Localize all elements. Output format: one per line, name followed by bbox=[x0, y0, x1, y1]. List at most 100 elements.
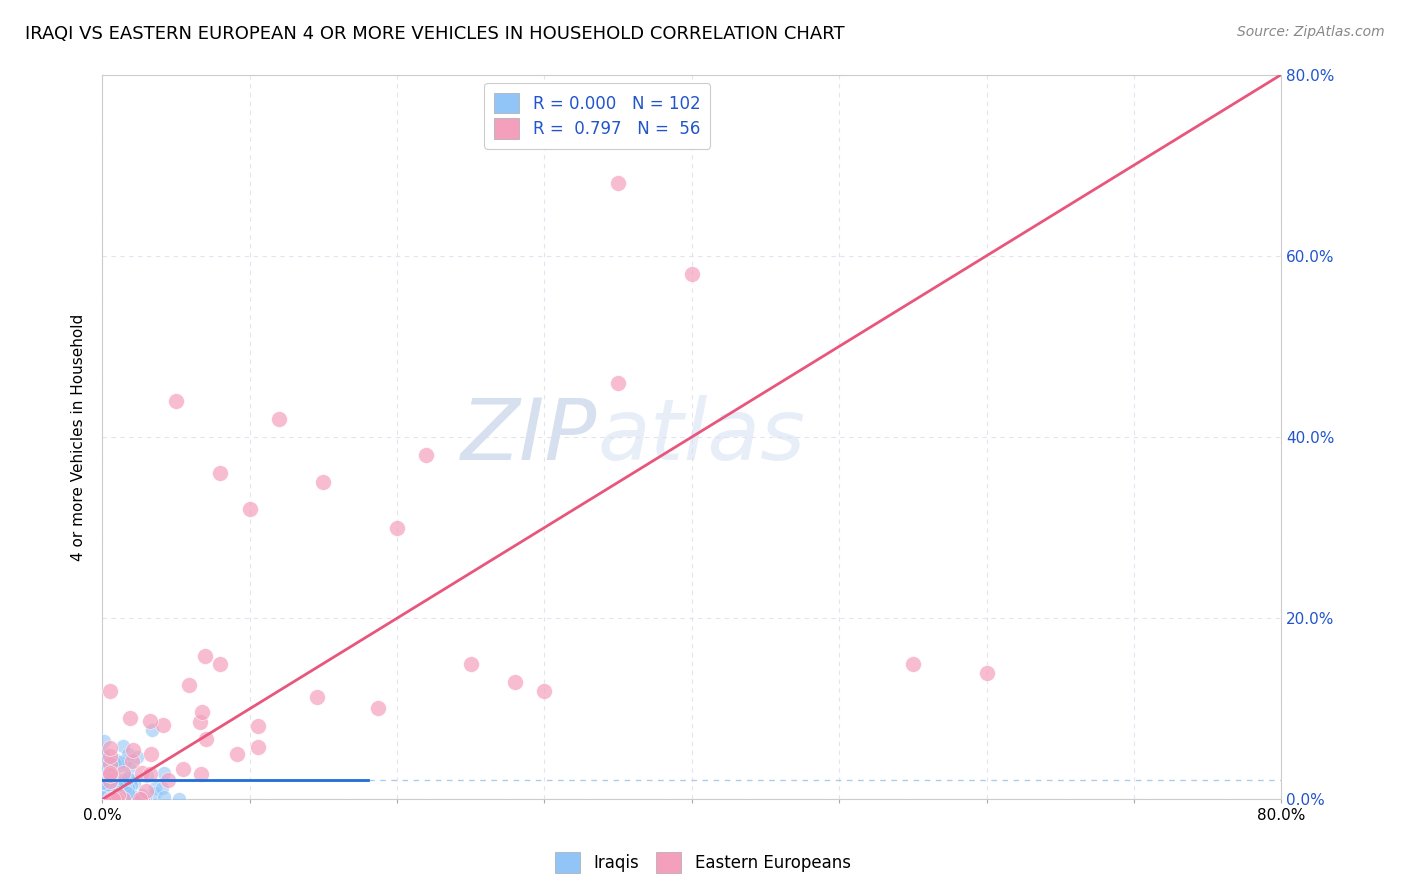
Point bbox=[101, 768, 124, 782]
Point bbox=[105, 754, 128, 768]
Point bbox=[105, 792, 128, 806]
Point bbox=[153, 765, 176, 780]
Point bbox=[117, 781, 139, 796]
Point bbox=[104, 780, 127, 794]
Point bbox=[108, 758, 131, 772]
Point bbox=[91, 775, 114, 789]
Point bbox=[97, 786, 120, 800]
Point bbox=[131, 766, 153, 780]
Point bbox=[134, 792, 156, 806]
Point bbox=[209, 657, 232, 671]
Point bbox=[104, 787, 127, 801]
Point bbox=[194, 649, 217, 664]
Point bbox=[190, 767, 212, 781]
Point bbox=[98, 776, 121, 790]
Point bbox=[460, 657, 482, 671]
Text: ZIP: ZIP bbox=[461, 395, 598, 478]
Point bbox=[94, 784, 117, 798]
Point bbox=[107, 787, 129, 801]
Point bbox=[195, 732, 218, 747]
Point bbox=[117, 786, 139, 800]
Point bbox=[93, 774, 115, 789]
Point bbox=[107, 788, 129, 802]
Point bbox=[97, 780, 120, 794]
Point bbox=[98, 763, 121, 777]
Point bbox=[98, 792, 121, 806]
Point bbox=[117, 772, 139, 786]
Point bbox=[385, 520, 408, 534]
Point bbox=[94, 791, 117, 805]
Point bbox=[107, 774, 129, 789]
Point bbox=[98, 788, 121, 802]
Point bbox=[94, 789, 117, 803]
Point bbox=[114, 784, 136, 798]
Point bbox=[94, 788, 117, 802]
Point bbox=[145, 780, 167, 795]
Point bbox=[93, 755, 115, 769]
Point bbox=[97, 789, 120, 803]
Point bbox=[141, 723, 163, 738]
Point bbox=[307, 690, 329, 704]
Point bbox=[98, 783, 121, 797]
Point bbox=[98, 779, 121, 793]
Point bbox=[96, 777, 118, 791]
Point bbox=[94, 789, 117, 803]
Point bbox=[97, 756, 120, 770]
Point bbox=[131, 792, 153, 806]
Point bbox=[127, 791, 149, 805]
Point bbox=[93, 781, 115, 796]
Point bbox=[131, 788, 153, 802]
Point bbox=[607, 376, 630, 390]
Point bbox=[114, 754, 136, 768]
Point bbox=[503, 674, 526, 689]
Point bbox=[136, 769, 159, 783]
Point bbox=[107, 790, 129, 805]
Point bbox=[94, 769, 117, 783]
Point bbox=[93, 734, 115, 748]
Point bbox=[91, 775, 114, 789]
Point bbox=[117, 747, 139, 762]
Point bbox=[103, 787, 125, 801]
Point bbox=[94, 792, 117, 806]
Point bbox=[107, 783, 129, 797]
Text: atlas: atlas bbox=[598, 395, 806, 478]
Point bbox=[97, 791, 120, 805]
Legend: R = 0.000   N = 102, R =  0.797   N =  56: R = 0.000 N = 102, R = 0.797 N = 56 bbox=[485, 83, 710, 149]
Point bbox=[100, 792, 122, 806]
Point bbox=[152, 718, 174, 732]
Point bbox=[94, 765, 117, 780]
Point bbox=[129, 790, 152, 805]
Point bbox=[110, 780, 132, 795]
Point bbox=[120, 772, 142, 787]
Point bbox=[97, 756, 120, 770]
Y-axis label: 4 or more Vehicles in Household: 4 or more Vehicles in Household bbox=[72, 313, 86, 560]
Point bbox=[101, 765, 124, 780]
Point bbox=[98, 741, 121, 756]
Point bbox=[93, 746, 115, 760]
Point bbox=[98, 765, 121, 780]
Text: Source: ZipAtlas.com: Source: ZipAtlas.com bbox=[1237, 25, 1385, 39]
Point bbox=[91, 789, 114, 803]
Point bbox=[108, 755, 131, 769]
Point bbox=[976, 665, 998, 680]
Legend: Iraqis, Eastern Europeans: Iraqis, Eastern Europeans bbox=[548, 846, 858, 880]
Point bbox=[98, 773, 121, 788]
Point bbox=[367, 700, 389, 714]
Point bbox=[97, 785, 120, 799]
Point bbox=[93, 791, 115, 805]
Point bbox=[127, 750, 149, 764]
Point bbox=[101, 764, 124, 779]
Point bbox=[98, 786, 121, 800]
Point bbox=[114, 780, 136, 794]
Point bbox=[91, 788, 114, 802]
Point bbox=[96, 759, 118, 773]
Point bbox=[209, 467, 232, 481]
Point bbox=[94, 771, 117, 785]
Point bbox=[165, 393, 187, 408]
Point bbox=[139, 767, 162, 781]
Point bbox=[122, 743, 145, 757]
Point bbox=[172, 762, 194, 776]
Point bbox=[98, 748, 121, 763]
Point bbox=[156, 772, 179, 787]
Point bbox=[98, 683, 121, 698]
